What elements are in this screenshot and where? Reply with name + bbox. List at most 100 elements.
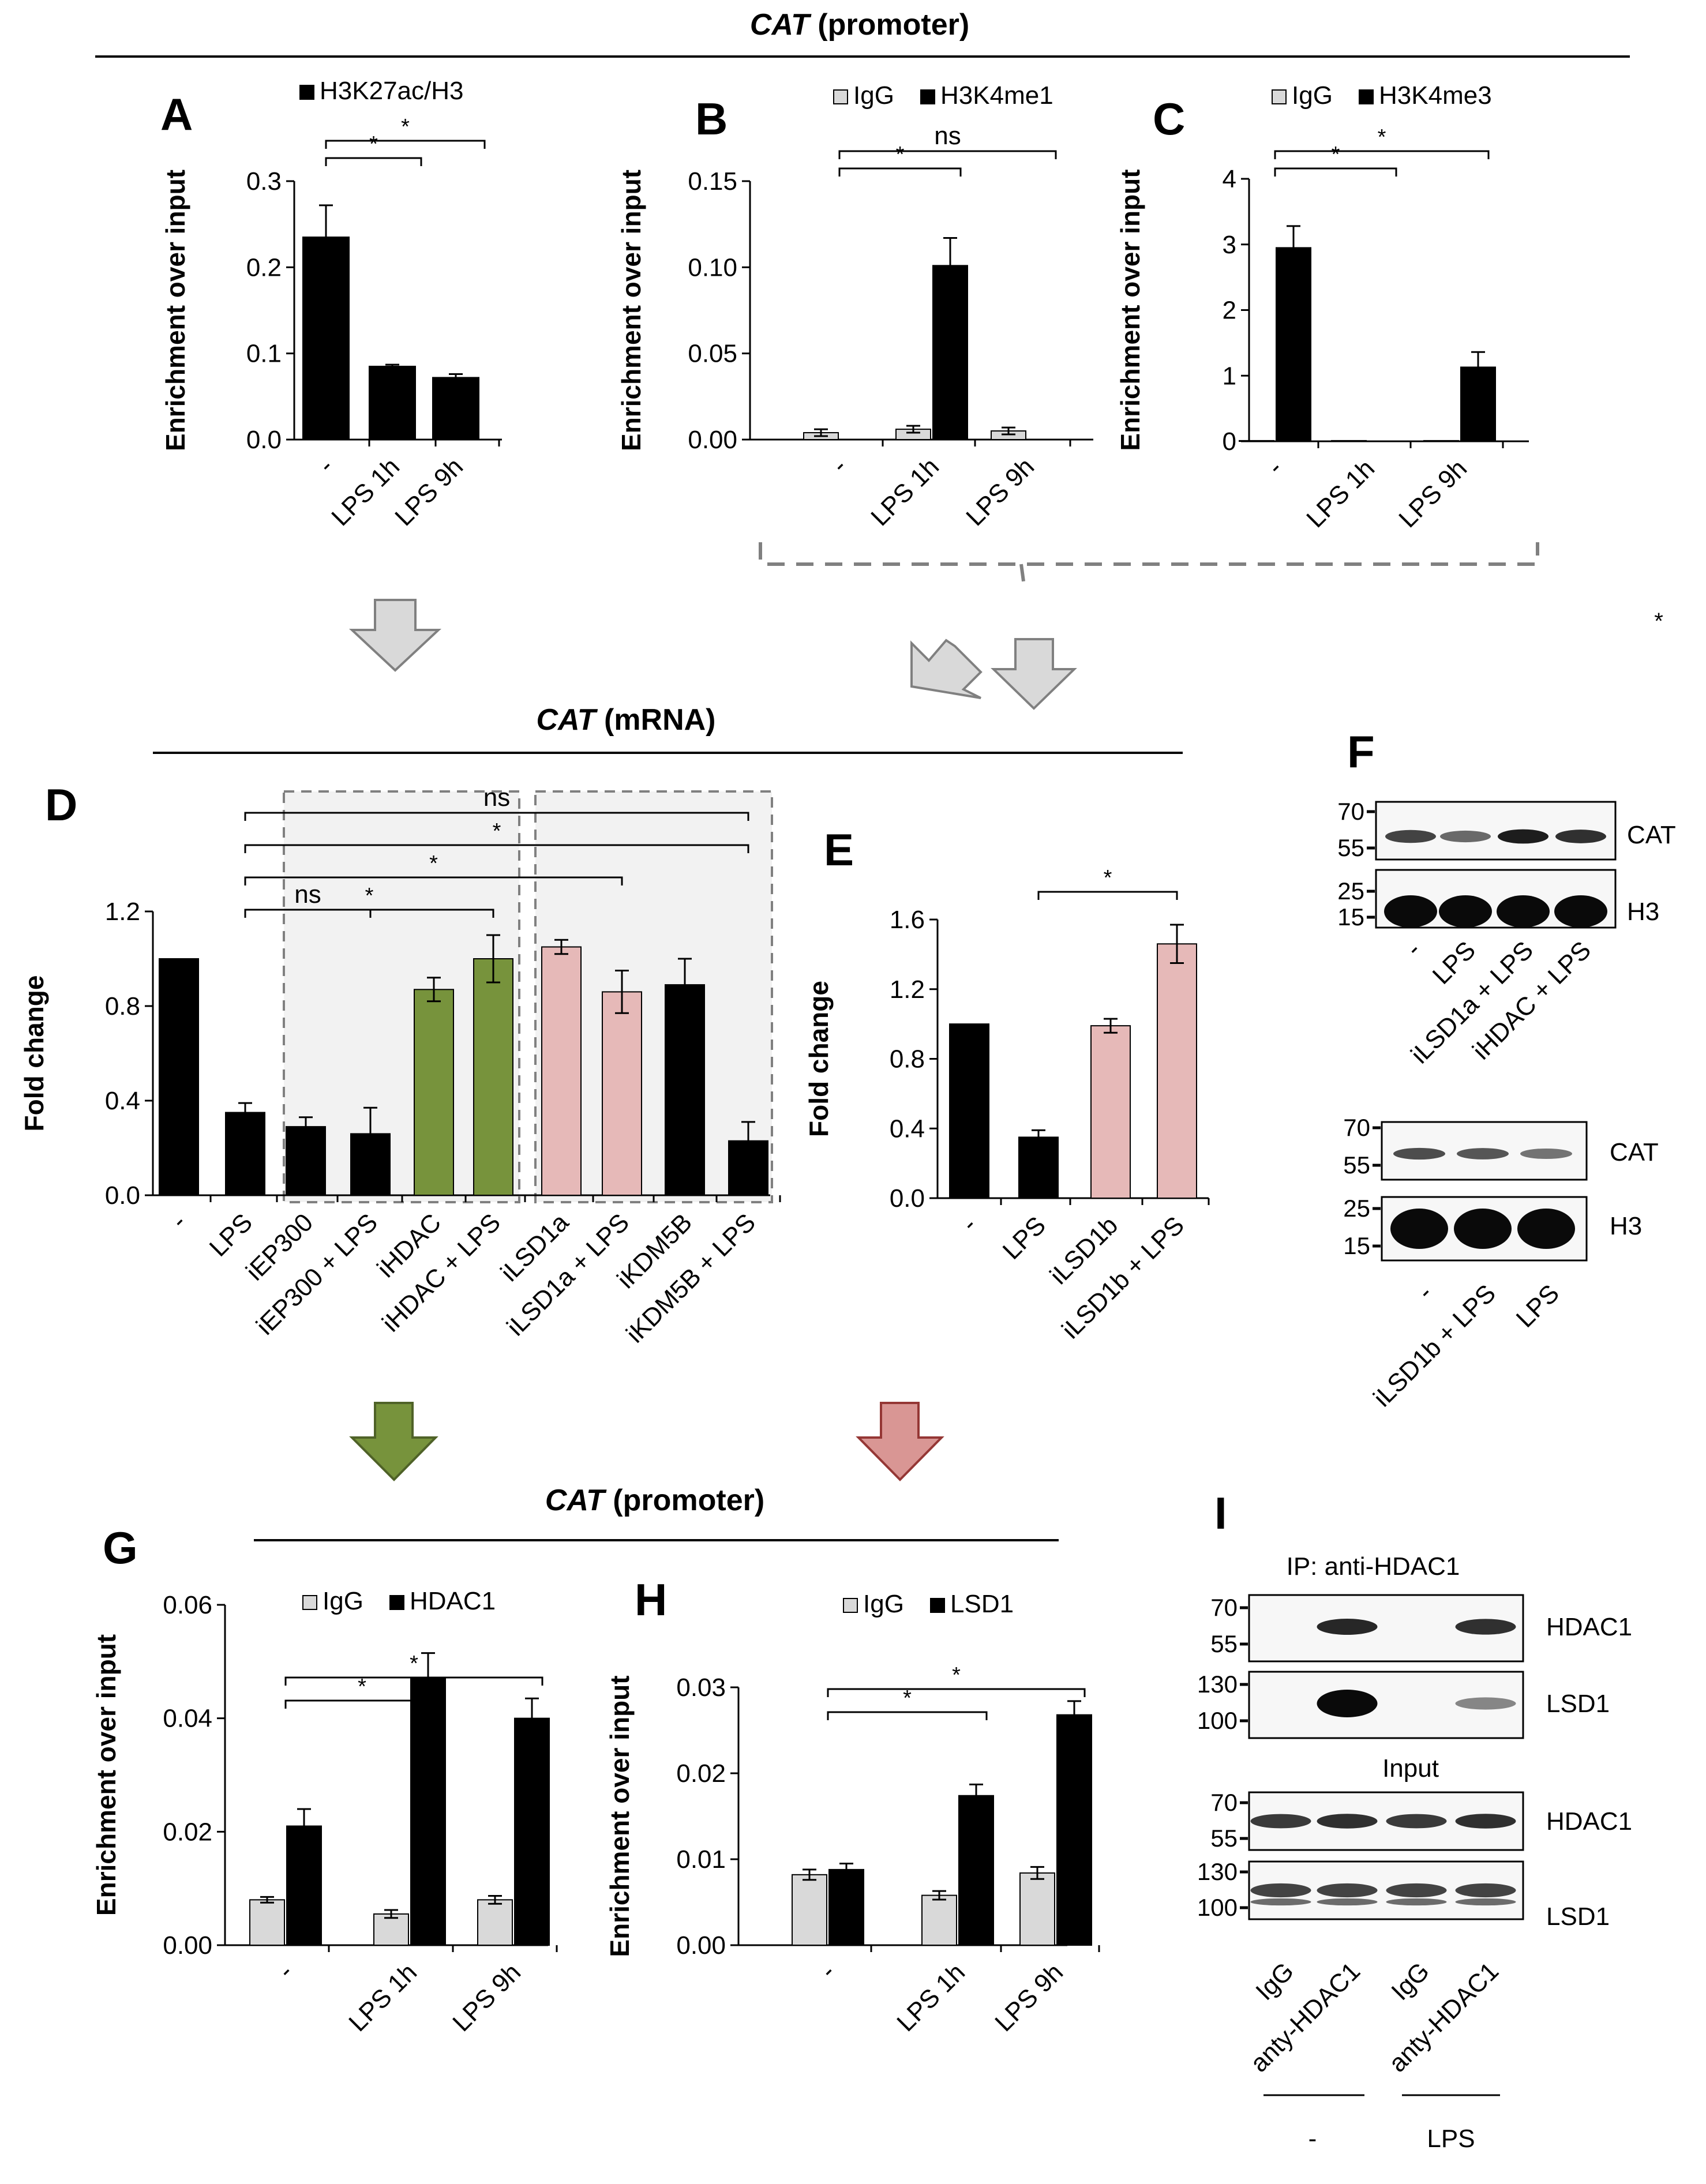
legend-label: H3K4me3: [1379, 81, 1492, 110]
bar-fold-change: [1018, 1136, 1059, 1199]
blot-band: [1497, 895, 1550, 928]
significance-bracket: [284, 1676, 543, 1686]
y-axis-label: Enrichment over input: [160, 170, 190, 451]
y-axis-label: Enrichment over input: [605, 1675, 635, 1957]
panel-letter-f: F: [1347, 726, 1375, 777]
bar-h3k27ac-h3: [369, 366, 416, 440]
chart-panel-c: 0 1 2 3 4 Enrichment over input - LPS 1h LPS 9h *…: [1115, 81, 1529, 533]
x-category-label: LPS 1h: [891, 1958, 970, 2037]
significance-bracket: [838, 167, 962, 177]
chart-panel-a: 0.0 0.1 0.2 0.3 Enrichment over input -LPS 1h…: [160, 77, 502, 531]
blot-band: [1317, 1814, 1378, 1829]
legend-swatch: [1272, 89, 1287, 104]
x-category-label: -: [956, 1211, 982, 1237]
arrow-down-gray-2: [991, 638, 1077, 710]
bar-lsd1: [1056, 1714, 1092, 1946]
y-tick-label: 0.06: [163, 1591, 212, 1619]
significance-bracket: [1274, 167, 1397, 177]
significance-bracket: [325, 140, 486, 149]
blot-band: [1250, 1883, 1311, 1898]
blot-band: [1455, 1883, 1516, 1898]
significance-bracket: [244, 844, 749, 853]
legend-label: LSD1: [950, 1590, 1014, 1618]
panel-letter-g: G: [103, 1522, 138, 1573]
blot-band: [1554, 895, 1607, 928]
marker-label: 70: [1210, 1789, 1238, 1816]
blot-input-title: Input: [1382, 1754, 1439, 1783]
x-category-label: LPS: [998, 1211, 1051, 1264]
marker-label: 70: [1343, 1114, 1370, 1141]
y-tick-label: 0.00: [688, 426, 737, 454]
bar-h3k4me3: [1368, 441, 1404, 442]
blot-lane-label: LPS: [1511, 1279, 1565, 1333]
blot-band: [1385, 830, 1436, 843]
panel-letter-d: D: [45, 779, 77, 830]
significance-bracket: [838, 150, 1057, 159]
y-axis-label: Fold change: [19, 975, 49, 1132]
blot-band: [1317, 1619, 1378, 1635]
legend-swatch: [299, 85, 314, 100]
y-tick-label: 1: [1223, 362, 1236, 390]
bar-hdac1: [514, 1717, 550, 1946]
marker-label: 25: [1343, 1195, 1370, 1222]
significance-label: ns: [934, 122, 961, 150]
legend-swatch: [920, 89, 935, 104]
y-tick-label: 0.8: [105, 992, 140, 1020]
significance-bracket: [827, 1688, 1086, 1697]
bar-fold-change: [602, 991, 642, 1196]
blot-row-label: LSD1: [1546, 1902, 1610, 1931]
bar-fold-change: [225, 1112, 265, 1196]
arrow-down-green: [349, 1402, 438, 1481]
blot-band: [1517, 1209, 1575, 1249]
blot-ip-title: IP: anti-HDAC1: [1287, 1552, 1460, 1581]
legend-swatch: [833, 89, 848, 104]
blot-band: [1384, 895, 1437, 928]
y-tick-label: 0.02: [676, 1759, 726, 1788]
y-tick-label: 0: [1223, 427, 1236, 456]
x-category-label: LPS 9h: [1393, 454, 1472, 533]
significance-bracket: [244, 876, 623, 885]
significance-bracket: [1274, 150, 1490, 159]
bar-igg: [1019, 1872, 1055, 1946]
x-category-label: LPS: [204, 1208, 258, 1262]
blot-band: [1386, 1883, 1447, 1898]
y-tick-label: 0.00: [163, 1931, 212, 1960]
stray-asterisk: *: [1654, 609, 1663, 634]
y-tick-label: 0.10: [688, 253, 737, 282]
significance-bracket: [325, 157, 422, 166]
blot-lane-label: IgG: [1250, 1957, 1299, 2006]
blot-band: [1439, 895, 1492, 928]
blot-band: [1317, 1898, 1378, 1906]
legend-label: IgG: [853, 81, 894, 110]
y-axis-label: Enrichment over input: [1115, 169, 1145, 451]
bar-igg: [373, 1913, 409, 1946]
x-category-label: LPS 9h: [389, 452, 468, 531]
legend-swatch: [1359, 89, 1374, 104]
x-category-label: LPS 1h: [1301, 454, 1380, 533]
marker-label: 130: [1197, 1858, 1238, 1885]
y-tick-label: 0.4: [890, 1114, 925, 1143]
legend-label: HDAC1: [410, 1587, 496, 1615]
y-tick-label: 0.0: [105, 1181, 140, 1210]
y-tick-label: 1.2: [890, 975, 925, 1004]
legend-label: H3K4me1: [940, 81, 1053, 110]
blot-band: [1317, 1690, 1378, 1717]
group-label: -: [1308, 2125, 1317, 2153]
x-category-label: LPS 1h: [865, 452, 944, 531]
significance-bracket: [244, 909, 494, 918]
bar-igg: [792, 1874, 827, 1946]
significance-label: *: [1104, 866, 1112, 890]
y-tick-label: 0.3: [246, 167, 282, 196]
blot-band: [1455, 1814, 1516, 1829]
blot-lane-label: -: [1412, 1279, 1438, 1305]
legend-label: IgG: [863, 1590, 904, 1618]
y-axis-label: Enrichment over input: [616, 170, 646, 451]
y-tick-label: 0.04: [163, 1705, 212, 1733]
legend-swatch: [302, 1595, 317, 1610]
y-tick-label: 0.1: [246, 340, 282, 368]
blot-band: [1498, 829, 1548, 844]
arrow-down-pink: [856, 1402, 944, 1481]
legend-swatch: [843, 1598, 858, 1613]
